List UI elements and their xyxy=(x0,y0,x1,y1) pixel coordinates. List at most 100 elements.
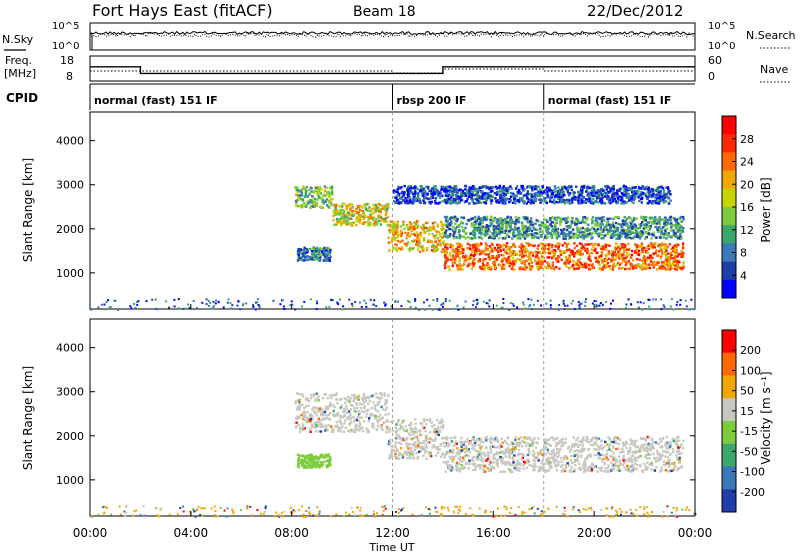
echo-cell xyxy=(571,218,574,221)
echo-cell xyxy=(431,222,435,225)
echo-cell xyxy=(371,212,374,215)
echo-cell xyxy=(597,216,600,220)
echo-cell xyxy=(307,200,310,203)
echo-cell xyxy=(663,193,666,197)
echo-cell xyxy=(343,410,346,413)
echo-cell xyxy=(451,255,455,258)
echo-cell xyxy=(407,185,410,188)
echo-cell xyxy=(630,253,634,256)
echo-cell xyxy=(518,245,521,248)
echo-cell xyxy=(367,215,370,219)
echo-cell xyxy=(345,206,349,209)
echo-cell xyxy=(402,191,405,194)
echo-cell xyxy=(649,225,652,228)
echo-cell xyxy=(666,259,669,262)
echo-cell xyxy=(624,263,627,267)
echo-cell xyxy=(555,230,558,233)
echo-cell xyxy=(583,216,587,219)
echo-cell xyxy=(475,251,478,255)
echo-cell xyxy=(310,250,314,253)
echo-cell xyxy=(353,395,357,398)
echo-cell xyxy=(375,392,378,395)
echo-cell xyxy=(486,248,490,252)
echo-cell xyxy=(378,392,382,395)
echo-cell xyxy=(426,298,429,301)
echo-cell xyxy=(605,300,608,303)
echo-cell xyxy=(476,301,479,304)
echo-cell xyxy=(340,422,343,426)
echo-cell xyxy=(447,193,450,196)
echo-cell xyxy=(513,245,517,248)
echo-cell xyxy=(391,248,395,251)
echo-cell xyxy=(558,235,561,238)
echo-cell xyxy=(620,267,623,270)
echo-cell xyxy=(442,223,446,226)
echo-cell xyxy=(505,217,509,220)
echo-cell xyxy=(177,307,180,310)
echo-cell xyxy=(503,218,507,221)
echo-cell xyxy=(472,254,476,258)
echo-cell xyxy=(673,249,677,252)
echo-cell xyxy=(648,305,651,308)
echo-cell xyxy=(626,223,629,226)
echo-cell xyxy=(431,308,434,311)
echo-cell xyxy=(309,257,313,261)
echo-cell xyxy=(556,242,559,245)
echo-cell xyxy=(424,449,427,452)
echo-cell xyxy=(385,208,388,211)
echo-cell xyxy=(502,302,505,305)
echo-cell xyxy=(551,192,554,195)
echo-cell xyxy=(351,305,354,308)
echo-cell xyxy=(610,229,613,233)
echo-cell xyxy=(379,424,383,427)
echo-cell xyxy=(325,257,328,260)
echo-cell xyxy=(593,249,596,252)
echo-cell xyxy=(467,236,470,239)
echo-cell xyxy=(670,298,673,301)
echo-cell xyxy=(401,427,405,430)
echo-cell xyxy=(621,257,624,261)
echo-cell xyxy=(631,265,635,268)
echo-cell xyxy=(613,191,616,195)
echo-cell xyxy=(560,185,564,189)
echo-cell xyxy=(439,220,443,224)
echo-cell xyxy=(408,221,412,224)
echo-cell xyxy=(342,410,345,414)
echo-cell xyxy=(505,249,508,252)
echo-cell xyxy=(536,228,539,231)
echo-cell xyxy=(304,405,308,408)
echo-cell xyxy=(623,249,626,253)
echo-cell xyxy=(586,216,589,220)
echo-cell xyxy=(352,214,355,217)
echo-cell xyxy=(528,266,531,269)
echo-cell xyxy=(550,265,553,268)
echo-cell xyxy=(638,258,641,261)
echo-cell xyxy=(673,244,676,247)
echo-cell xyxy=(297,247,300,251)
echo-cell xyxy=(368,223,371,226)
echo-cell xyxy=(553,195,557,198)
echo-cell xyxy=(460,244,463,247)
echo-cell xyxy=(395,190,398,193)
echo-cell xyxy=(581,196,584,199)
echo-cell xyxy=(607,197,610,201)
echo-cell xyxy=(680,255,683,259)
echo-cell xyxy=(675,219,678,222)
echo-cell xyxy=(573,252,576,255)
echo-cell xyxy=(309,186,313,189)
echo-cell xyxy=(383,403,387,406)
echo-cell xyxy=(433,190,436,194)
echo-cell xyxy=(606,220,609,223)
echo-cell xyxy=(321,198,324,202)
echo-cell xyxy=(475,187,478,191)
echo-cell xyxy=(347,395,350,398)
echo-cell xyxy=(507,235,511,238)
echo-cell xyxy=(320,419,323,422)
echo-cell xyxy=(666,194,669,197)
echo-cell xyxy=(408,191,411,194)
echo-cell xyxy=(306,195,309,198)
echo-cell xyxy=(323,410,327,414)
echo-cell xyxy=(436,248,439,251)
echo-cell xyxy=(616,227,619,230)
echo-cell xyxy=(406,232,409,235)
